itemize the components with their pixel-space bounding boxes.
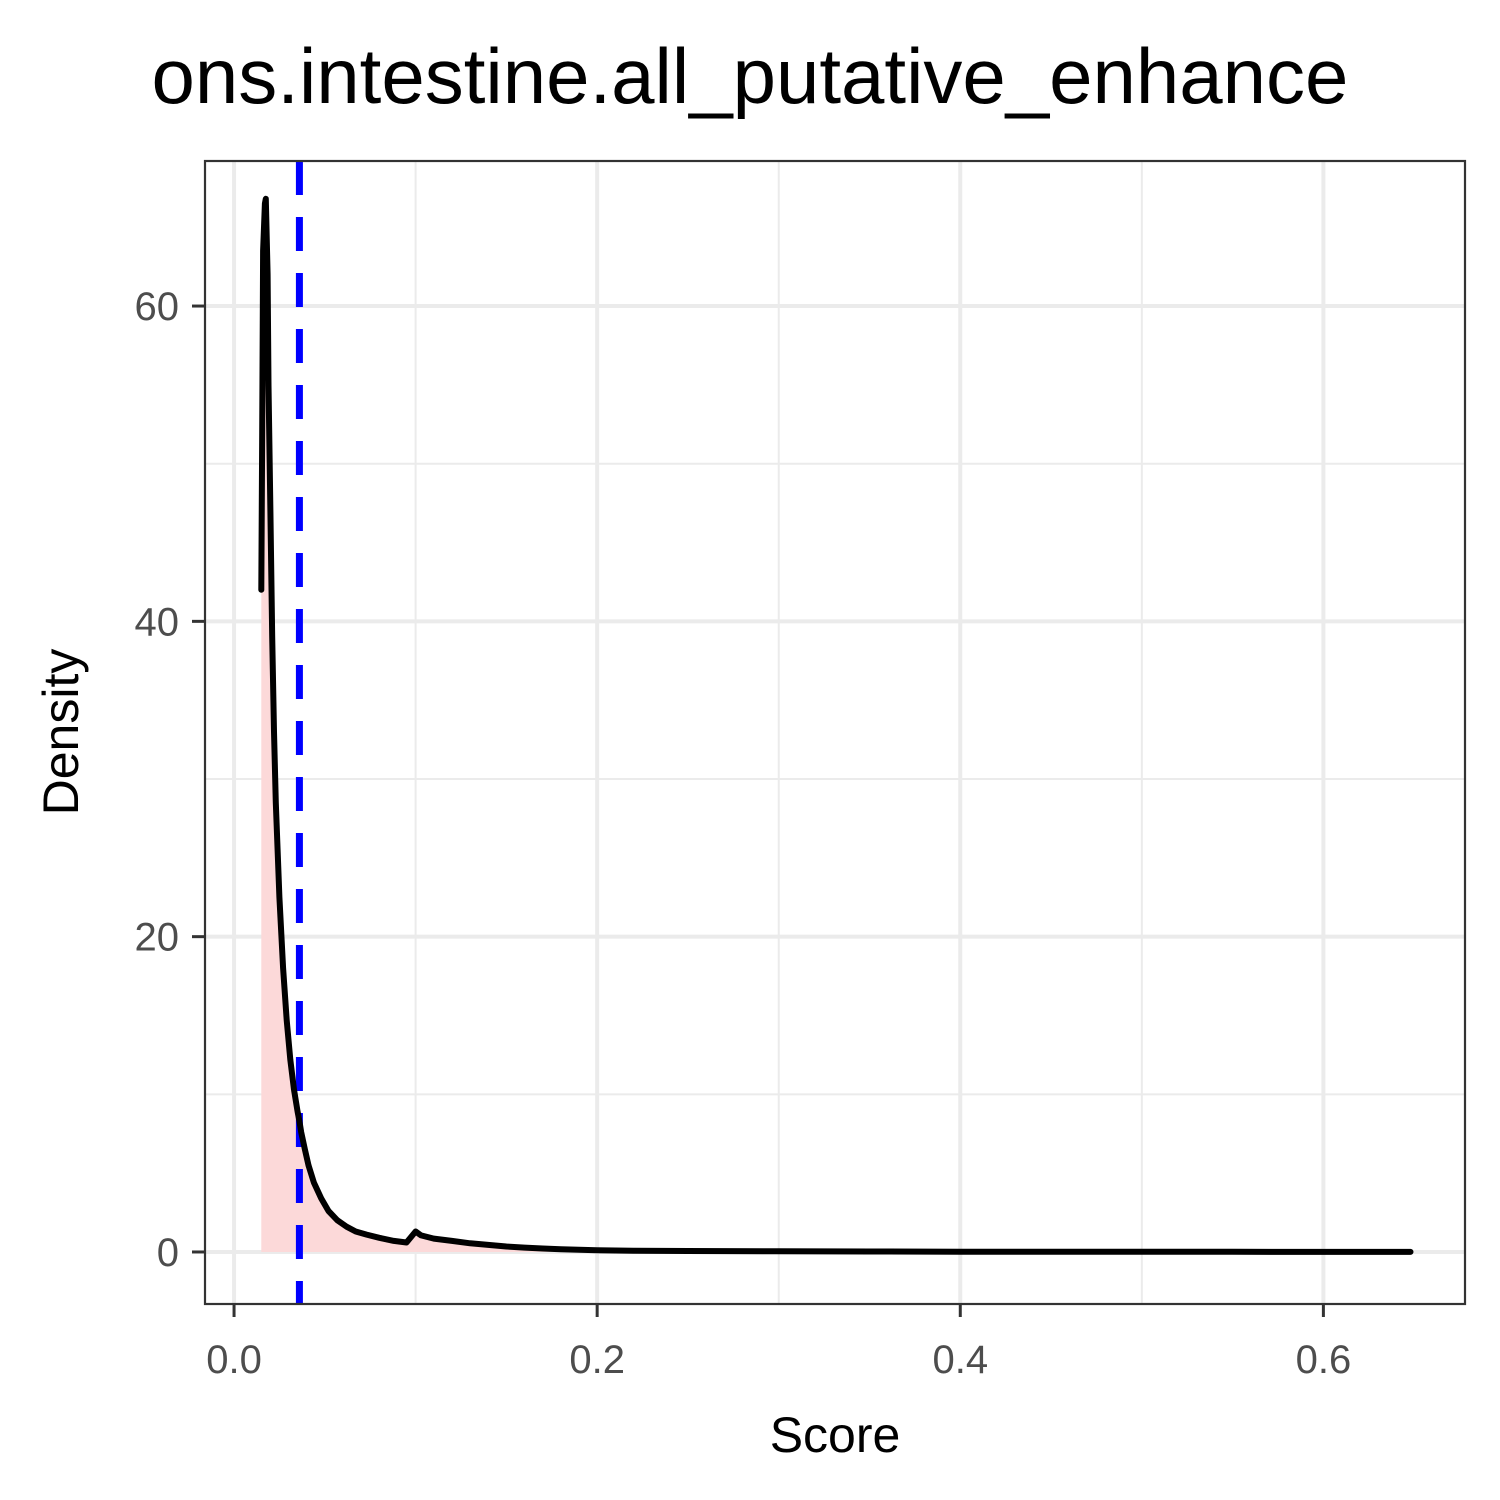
- plot-panel: [205, 161, 1465, 1304]
- y-tick-label: 0: [157, 1231, 179, 1275]
- x-tick-label: 0.4: [932, 1338, 988, 1382]
- y-axis: 0 20 40 60: [135, 285, 205, 1275]
- x-tick-label: 0.6: [1296, 1338, 1352, 1382]
- plot-content: [258, 161, 1414, 1304]
- y-tick-label: 60: [135, 285, 180, 329]
- density-line: [258, 195, 1414, 1255]
- x-tick-label: 0.2: [569, 1338, 625, 1382]
- y-axis-title: Density: [33, 649, 89, 816]
- panel-border: [203, 159, 1467, 1306]
- x-axis: 0.0 0.2 0.4 0.6: [206, 1304, 1351, 1382]
- x-tick-label: 0.0: [206, 1338, 262, 1382]
- y-tick-label: 20: [135, 916, 180, 960]
- minor-gridlines: [205, 161, 1465, 1304]
- x-axis-title: Score: [770, 1407, 901, 1463]
- chart-title: ons.intestine.all_putative_enhance: [152, 32, 1349, 120]
- y-tick-label: 40: [135, 600, 180, 644]
